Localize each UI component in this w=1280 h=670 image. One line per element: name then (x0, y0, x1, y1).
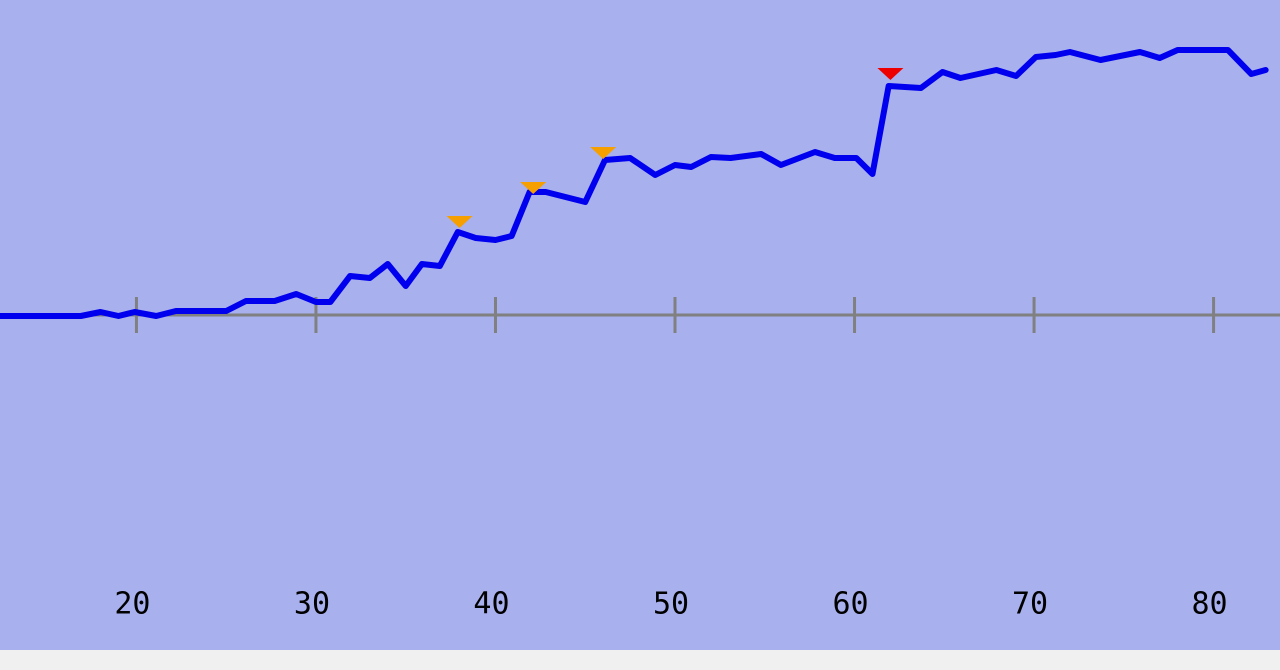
x-tick-label: 80 (1192, 587, 1228, 622)
x-tick-label: 60 (832, 587, 868, 622)
plot-background (0, 0, 1280, 650)
marker (446, 216, 473, 228)
marker (877, 68, 904, 80)
marker (590, 147, 617, 159)
x-tick-label: 50 (653, 587, 689, 622)
x-tick-label: 30 (294, 587, 330, 622)
data-line (0, 47, 1269, 319)
x-tick-label: 40 (473, 587, 509, 622)
footer-strip (0, 650, 1280, 670)
marker (520, 182, 547, 194)
x-tick-label: 20 (114, 587, 150, 622)
x-tick-label: 70 (1012, 587, 1048, 622)
